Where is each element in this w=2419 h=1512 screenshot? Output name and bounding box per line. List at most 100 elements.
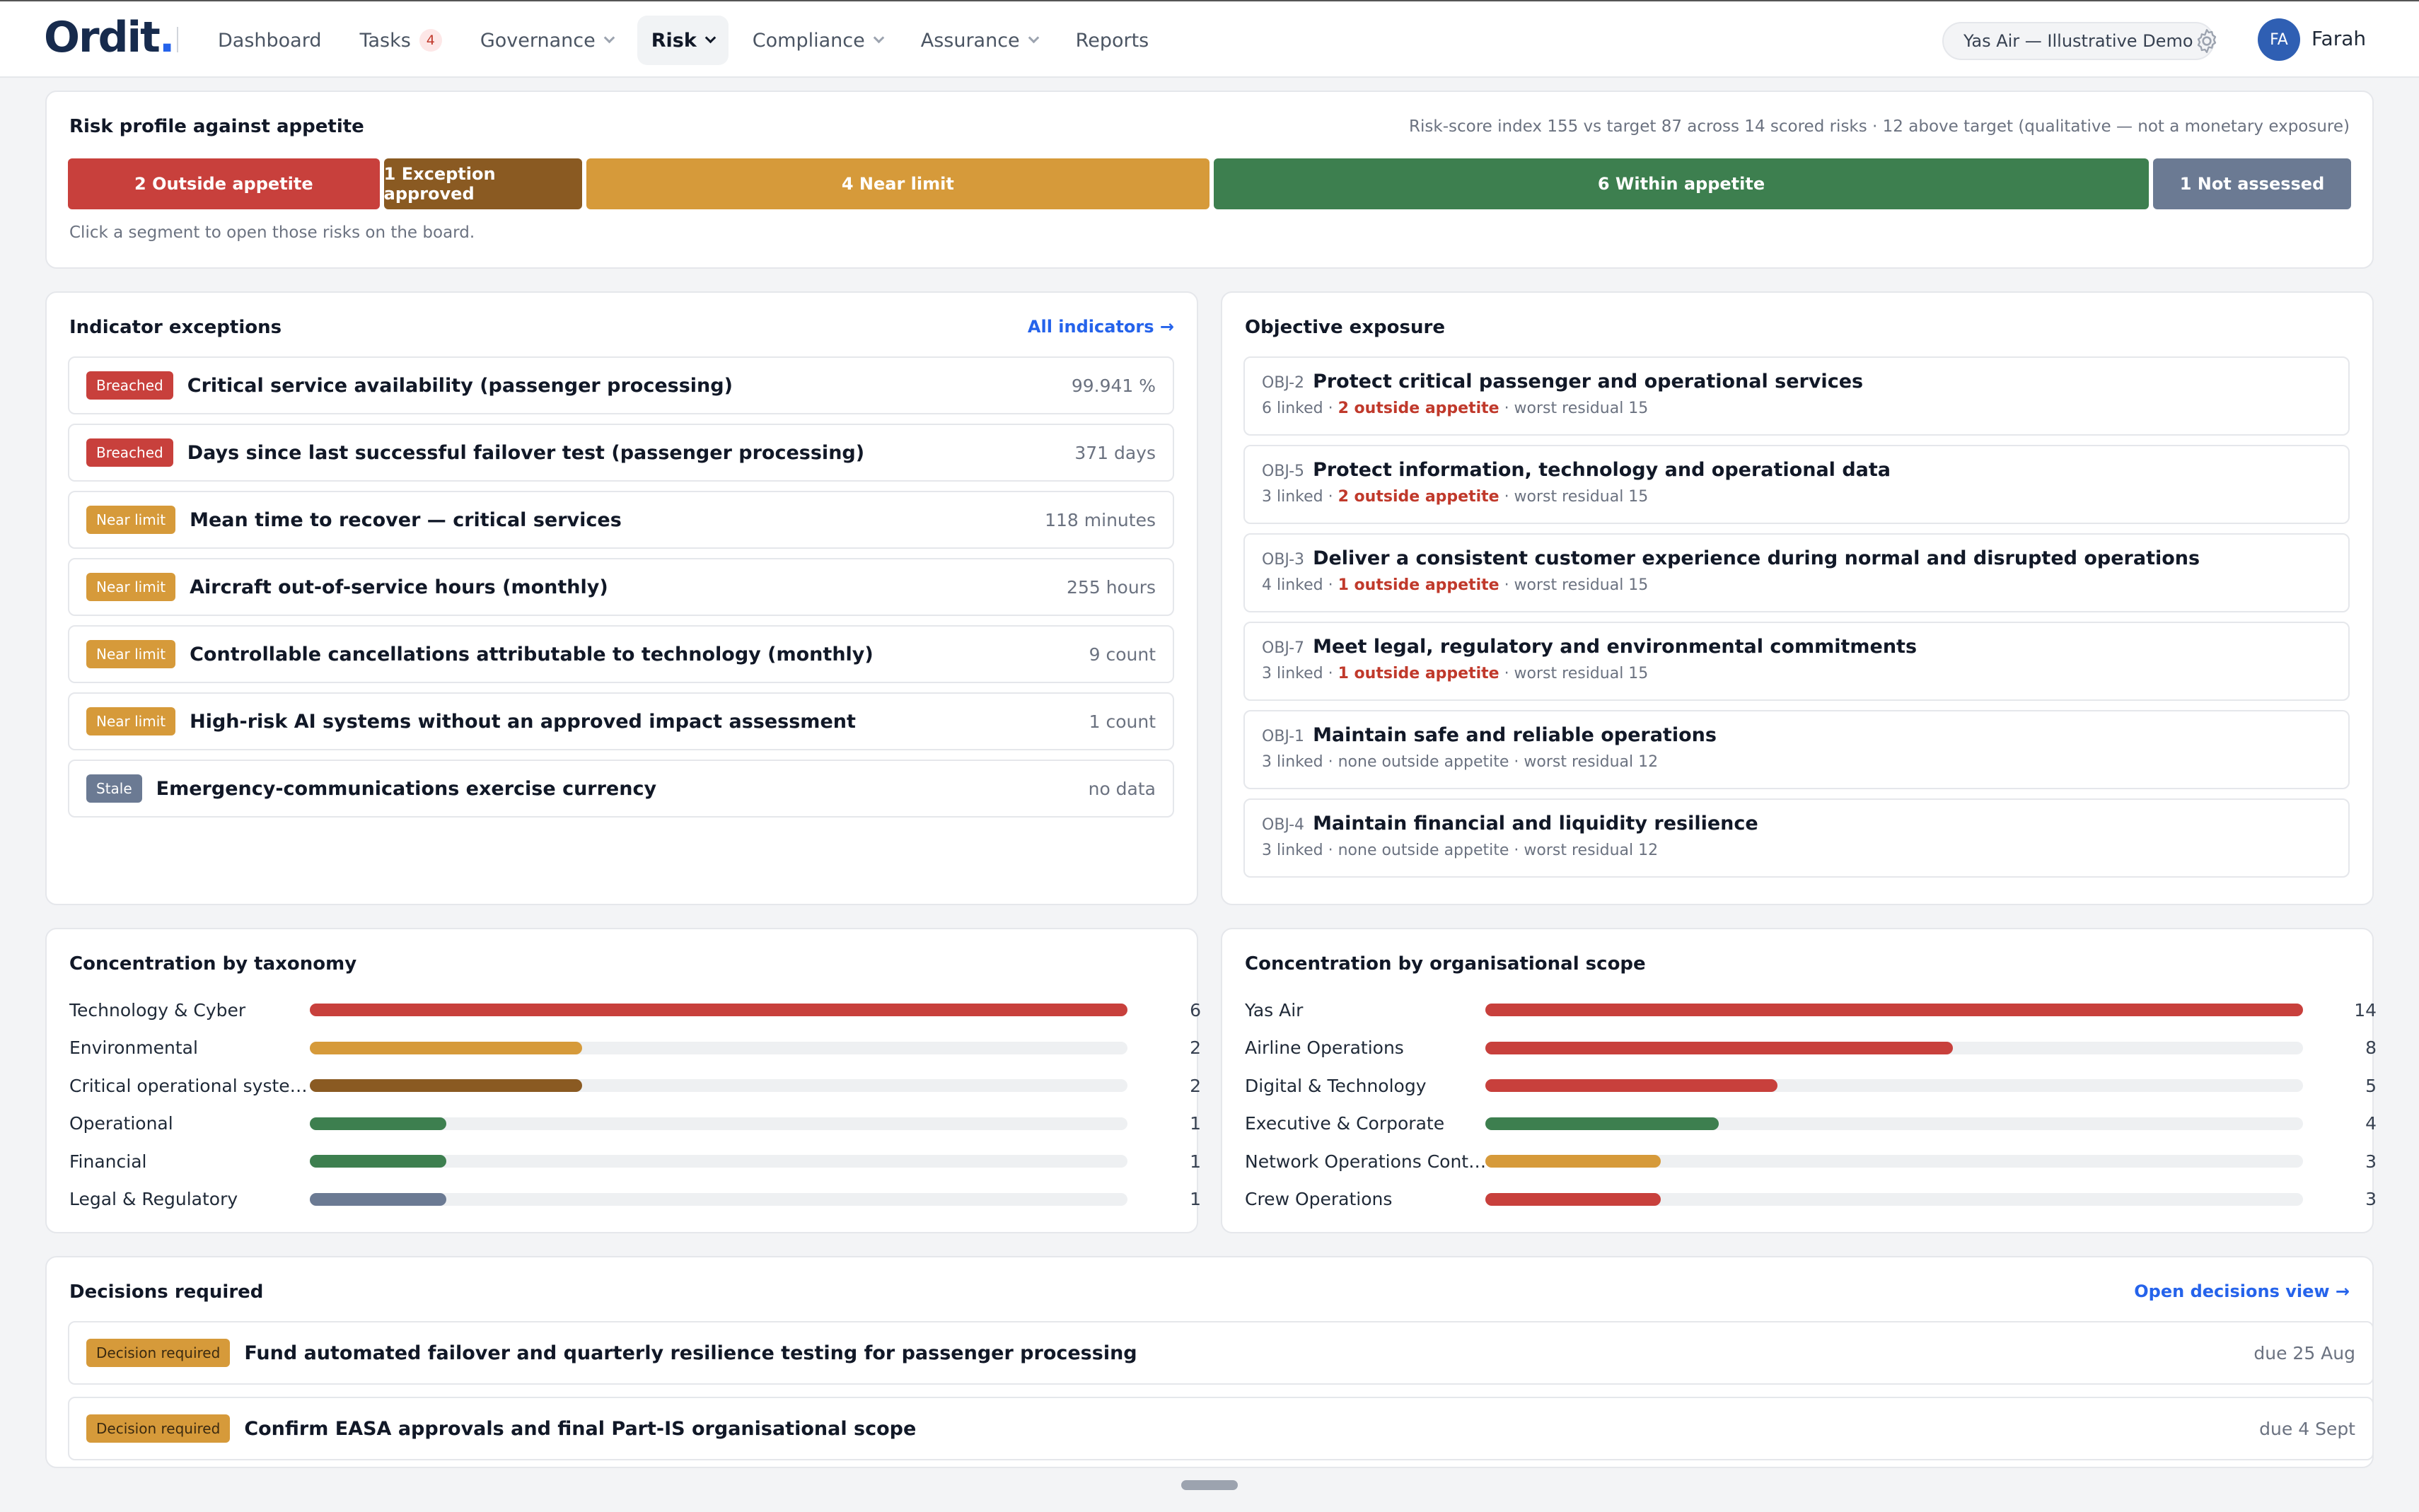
- risk-profile-card: Risk profile against appetite Risk-score…: [45, 91, 2374, 269]
- objective-name: Protect information, technology and oper…: [1313, 459, 1891, 481]
- taxonomy-row[interactable]: Critical operational syste… 2: [69, 1071, 1201, 1100]
- nav-dashboard[interactable]: Dashboard: [204, 16, 335, 65]
- scope-track: [1485, 1004, 2303, 1016]
- scroll-handle[interactable]: [1181, 1480, 1238, 1490]
- user-name[interactable]: Farah: [2311, 27, 2367, 50]
- objective-outside: 2 outside appetite: [1338, 488, 1499, 506]
- scope-bar: [1485, 1155, 1661, 1168]
- gear-icon[interactable]: [2193, 27, 2221, 55]
- scope-value: 5: [2365, 1075, 2377, 1096]
- objective-row[interactable]: OBJ-2 Protect critical passenger and oper…: [1243, 356, 2350, 436]
- indicator-name: Controllable cancellations attributable …: [190, 643, 874, 665]
- objective-stats: 3 linked · 2 outside appetite · worst re…: [1262, 488, 2331, 506]
- decision-row[interactable]: Decision required Fund automated failover…: [68, 1321, 2374, 1385]
- objective-worst: · worst residual 15: [1499, 400, 1649, 417]
- scope-label: Yas Air: [1245, 999, 1304, 1020]
- status-badge: Breached: [86, 371, 173, 400]
- scope-row[interactable]: Digital & Technology 5: [1245, 1071, 2377, 1100]
- indicator-row[interactable]: Breached Critical service availability (p…: [68, 356, 1174, 414]
- nav-compliance[interactable]: Compliance: [738, 16, 897, 65]
- nav-governance[interactable]: Governance: [466, 16, 627, 65]
- segment-hint: Click a segment to open those risks on t…: [69, 223, 475, 242]
- nav-tasks[interactable]: Tasks 4: [345, 16, 456, 65]
- objective-row[interactable]: OBJ-5 Protect information, technology and…: [1243, 445, 2350, 524]
- ordit-logo[interactable]: Ordit.: [44, 13, 175, 62]
- scope-row[interactable]: Crew Operations 3: [1245, 1185, 2377, 1214]
- taxonomy-value: 1: [1190, 1151, 1201, 1172]
- objective-linked: 3 linked ·: [1262, 842, 1338, 859]
- decisions-title: Decisions required: [69, 1281, 264, 1303]
- objective-name: Maintain financial and liquidity resilie…: [1313, 813, 1758, 834]
- scope-row[interactable]: Executive & Corporate 4: [1245, 1110, 2377, 1138]
- objective-id: OBJ-7: [1262, 639, 1305, 657]
- objective-worst: · worst residual 12: [1509, 842, 1659, 859]
- taxonomy-bar: [310, 1117, 446, 1130]
- taxonomy-label: Financial: [69, 1151, 147, 1172]
- objective-row[interactable]: OBJ-4 Maintain financial and liquidity re…: [1243, 798, 2350, 878]
- indicator-value: no data: [1088, 778, 1156, 799]
- scope-concentration-card: Concentration by organisational scope Ya…: [1221, 928, 2377, 1233]
- scope-track: [1485, 1041, 2303, 1054]
- decision-row[interactable]: Decision required Confirm EASA approvals …: [68, 1397, 2374, 1460]
- scope-track: [1485, 1155, 2303, 1168]
- objective-id: OBJ-5: [1262, 463, 1305, 480]
- indicator-row[interactable]: Near limit Mean time to recover — critica…: [68, 491, 1174, 549]
- objective-heading: OBJ-3 Deliver a consistent customer exper…: [1262, 547, 2331, 569]
- indicator-name: Days since last successful failover test…: [187, 441, 865, 464]
- open-decisions-link[interactable]: Open decisions view →: [2134, 1281, 2350, 1301]
- objective-heading: OBJ-2 Protect critical passenger and oper…: [1262, 371, 2331, 392]
- avatar[interactable]: FA: [2258, 18, 2300, 61]
- appetite-segment[interactable]: 6 Within appetite: [1214, 158, 2149, 209]
- indicator-value: 99.941 %: [1071, 375, 1156, 396]
- indicator-row[interactable]: Stale Emergency-communications exercise c…: [68, 760, 1174, 818]
- status-badge: Near limit: [86, 640, 176, 668]
- taxonomy-row[interactable]: Operational 1: [69, 1110, 1201, 1138]
- objective-row[interactable]: OBJ-3 Deliver a consistent customer exper…: [1243, 533, 2350, 612]
- scope-track: [1485, 1192, 2303, 1206]
- appetite-segment[interactable]: 1 Exception approved: [383, 158, 582, 209]
- objective-name: Meet legal, regulatory and environmental…: [1313, 636, 1918, 658]
- indicator-row[interactable]: Breached Days since last successful failo…: [68, 424, 1174, 482]
- taxonomy-row[interactable]: Financial 1: [69, 1147, 1201, 1175]
- status-badge: Stale: [86, 774, 142, 803]
- taxonomy-label: Critical operational syste…: [69, 1075, 308, 1096]
- taxonomy-track: [310, 1079, 1127, 1092]
- scope-bar: [1485, 1192, 1661, 1206]
- objective-exposure-card: Objective exposure OBJ-2 Protect critical…: [1221, 291, 2374, 905]
- scope-row[interactable]: Airline Operations 8: [1245, 1034, 2377, 1062]
- taxonomy-row[interactable]: Legal & Regulatory 1: [69, 1185, 1201, 1214]
- appetite-segment[interactable]: 4 Near limit: [586, 158, 1210, 209]
- nav-divider: [177, 27, 178, 52]
- indicator-name: Aircraft out-of-service hours (monthly): [190, 576, 608, 598]
- objective-stats: 3 linked · none outside appetite · worst…: [1262, 753, 2331, 771]
- tenant-switcher[interactable]: Yas Air — Illustrative Demo: [1942, 22, 2215, 60]
- objective-outside: 1 outside appetite: [1338, 665, 1499, 682]
- objective-stats: 4 linked · 1 outside appetite · worst re…: [1262, 576, 2331, 594]
- objective-stats: 3 linked · 1 outside appetite · worst re…: [1262, 665, 2331, 682]
- nav-reports[interactable]: Reports: [1062, 16, 1164, 65]
- decision-badge: Decision required: [86, 1339, 231, 1367]
- taxonomy-row[interactable]: Environmental 2: [69, 1034, 1201, 1062]
- taxonomy-row[interactable]: Technology & Cyber 6: [69, 996, 1201, 1024]
- scope-row[interactable]: Network Operations Cont… 3: [1245, 1147, 2377, 1175]
- indicator-row[interactable]: Near limit High-risk AI systems without a…: [68, 692, 1174, 750]
- scope-row[interactable]: Yas Air 14: [1245, 996, 2377, 1024]
- objective-heading: OBJ-4 Maintain financial and liquidity re…: [1262, 813, 2331, 834]
- all-indicators-link[interactable]: All indicators →: [1027, 317, 1174, 337]
- objective-row[interactable]: OBJ-7 Meet legal, regulatory and environm…: [1243, 622, 2350, 701]
- indicator-row[interactable]: Near limit Aircraft out-of-service hours …: [68, 558, 1174, 616]
- status-badge: Near limit: [86, 506, 176, 534]
- indicator-row[interactable]: Near limit Controllable cancellations att…: [68, 625, 1174, 683]
- nav-compliance-label: Compliance: [752, 29, 865, 52]
- nav-assurance[interactable]: Assurance: [907, 16, 1052, 65]
- appetite-segment[interactable]: 2 Outside appetite: [68, 158, 380, 209]
- nav-risk[interactable]: Risk: [637, 16, 729, 65]
- appetite-segment[interactable]: 1 Not assessed: [2153, 158, 2351, 209]
- indicator-name: Critical service availability (passenger…: [187, 374, 733, 397]
- objective-id: OBJ-3: [1262, 551, 1305, 569]
- objective-outside: none outside appetite: [1338, 753, 1509, 771]
- objective-row[interactable]: OBJ-1 Maintain safe and reliable operatio…: [1243, 710, 2350, 789]
- objective-linked: 6 linked ·: [1262, 400, 1338, 417]
- top-nav-bar: Ordit. Dashboard Tasks 4 Governance Risk …: [0, 0, 2419, 78]
- scope-bar: [1485, 1041, 1953, 1054]
